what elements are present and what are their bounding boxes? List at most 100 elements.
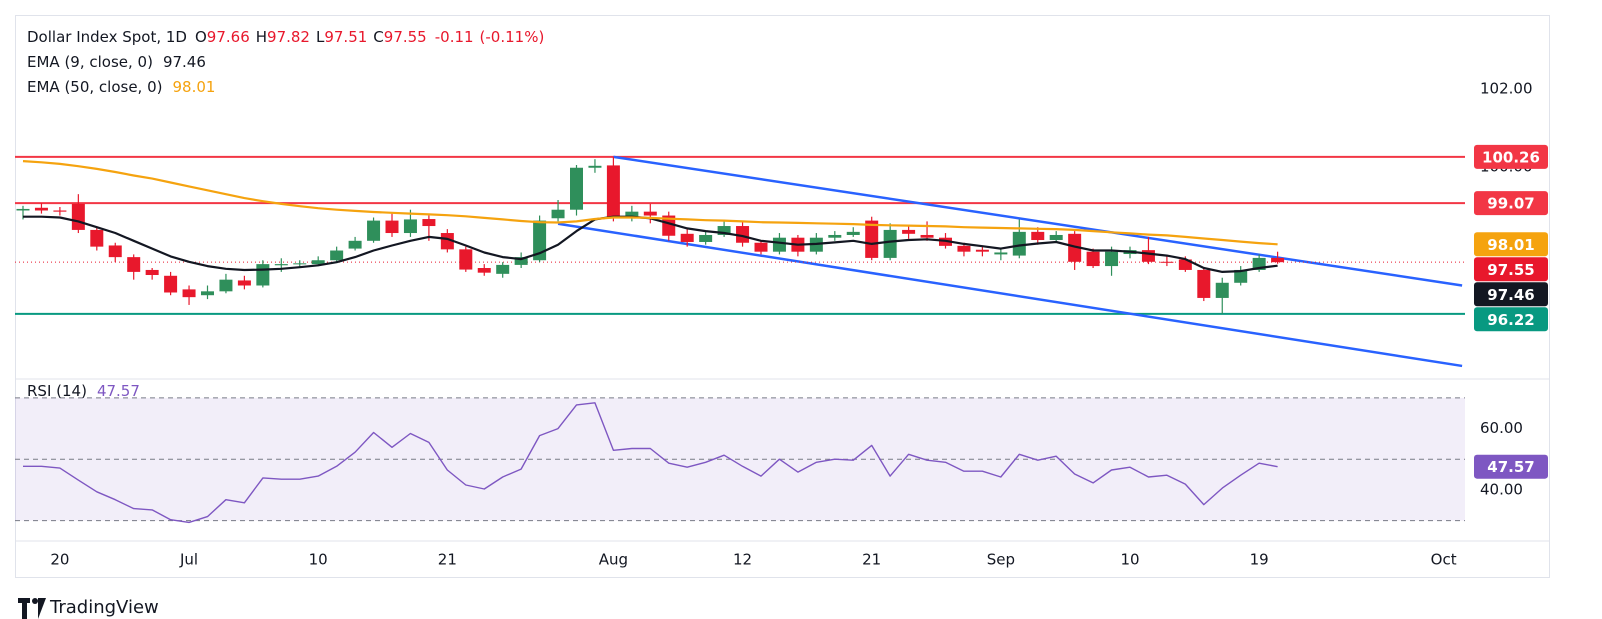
candle-body (533, 220, 547, 261)
legend-name: RSI (14) (27, 382, 87, 400)
candle-body (90, 229, 104, 247)
y-tick-label: 102.00 (1480, 80, 1533, 98)
brand: TradingView (49, 597, 159, 618)
candle-body (1215, 282, 1229, 298)
legend-entry: EMA (50, close, 0) 98.01 (27, 78, 215, 96)
line-series (23, 402, 1278, 524)
candle-body (588, 165, 602, 168)
x-tick-label: Jul (179, 551, 198, 569)
legend-name: EMA (9, close, 0) (27, 53, 153, 71)
price-badge-label: 98.01 (1487, 236, 1534, 254)
change-pct: (-0.11%) (480, 28, 545, 46)
candle-body (182, 289, 196, 298)
candle-body (71, 203, 85, 230)
candle-body (201, 291, 214, 296)
candle-body (1068, 233, 1082, 262)
candle-body (53, 210, 67, 212)
candle-body (662, 215, 676, 236)
price-badge-label: 97.46 (1487, 286, 1534, 304)
candle-body (256, 264, 270, 286)
candle-body (625, 211, 639, 217)
price-badge-label: 100.26 (1482, 148, 1540, 166)
line-series (22, 160, 1278, 246)
candle-body (699, 234, 713, 242)
x-tick-label: 21 (438, 551, 457, 569)
candle-body (477, 268, 491, 273)
candle-body (920, 234, 934, 238)
price-badge-label: 97.55 (1487, 261, 1534, 279)
candle-body (1197, 269, 1211, 298)
candle-body (1012, 231, 1026, 256)
candle-body (1271, 257, 1285, 263)
legend-value: 98.01 (173, 78, 216, 96)
legend-entry: RSI (14) 47.57 (27, 382, 140, 400)
ohlc-value: 97.55 (384, 28, 427, 46)
candle-body (570, 167, 583, 210)
candle-body (828, 234, 842, 238)
x-tick-label: Sep (987, 551, 1015, 569)
candle-body (1086, 251, 1100, 267)
candle-body (754, 242, 768, 252)
y-tick-label: 60.00 (1480, 419, 1523, 437)
price-badge (1474, 257, 1548, 282)
candle-body (680, 233, 694, 242)
candle-body (1234, 269, 1248, 283)
candle-body (348, 240, 362, 249)
price-badge (1474, 191, 1548, 216)
logo (18, 598, 46, 619)
candle-body (514, 257, 528, 265)
candle-body (883, 229, 897, 258)
candle-body (1105, 251, 1119, 267)
price-badge (1474, 307, 1548, 332)
frame (15, 15, 1550, 578)
ohlc-letter: O (195, 28, 207, 46)
ohlc-letter: C (373, 28, 383, 46)
legend-name: EMA (50, close, 0) (27, 78, 163, 96)
x-tick-label: 10 (1120, 551, 1139, 569)
candle-body (975, 249, 989, 252)
x-tick-label: Aug (599, 551, 628, 569)
candle-body (219, 279, 233, 292)
price-badge (1474, 232, 1548, 257)
candle-body (1141, 250, 1155, 262)
candle-body (164, 275, 178, 293)
header: Dollar Index Spot, 1D O97.66 H97.82 L97.51 C… (27, 28, 544, 46)
candle-body (311, 260, 325, 265)
candle-body (846, 231, 860, 235)
symbol-title: Dollar Index Spot, 1D (27, 28, 187, 46)
price-badge (1474, 282, 1548, 307)
candle-body (459, 249, 473, 270)
candle-body (293, 263, 307, 265)
candle-body (16, 208, 30, 211)
ohlc-letter: H (256, 28, 267, 46)
legend-entry: EMA (9, close, 0) 97.46 (27, 53, 206, 71)
candle-body (34, 207, 48, 211)
candle-body (440, 233, 454, 250)
x-tick-label: 19 (1250, 551, 1269, 569)
price-badge-label: 96.22 (1487, 311, 1534, 329)
candle-body (865, 220, 879, 258)
candle-body (385, 220, 399, 234)
candle-body (606, 165, 620, 218)
x-tick-label: 20 (50, 551, 69, 569)
candle-body (902, 229, 916, 234)
legend-value: 97.46 (163, 53, 206, 71)
candle-body (1178, 259, 1192, 270)
ohlc-value: 97.51 (324, 28, 367, 46)
ohlc-value: 97.66 (207, 28, 250, 46)
candle-body (957, 245, 971, 252)
price-pane (15, 155, 1465, 368)
candle-body (274, 264, 288, 266)
candle-body (643, 211, 657, 216)
candle-body (772, 237, 786, 252)
candle-body (1031, 231, 1045, 241)
x-tick-label: Oct (1431, 551, 1457, 569)
y-tick-label: 40.00 (1480, 480, 1523, 498)
candle-body (108, 245, 122, 258)
candle-body (551, 209, 565, 219)
candle-body (330, 250, 344, 261)
candle-body (422, 219, 436, 227)
candle-body (403, 219, 417, 234)
candle-body (994, 252, 1008, 255)
